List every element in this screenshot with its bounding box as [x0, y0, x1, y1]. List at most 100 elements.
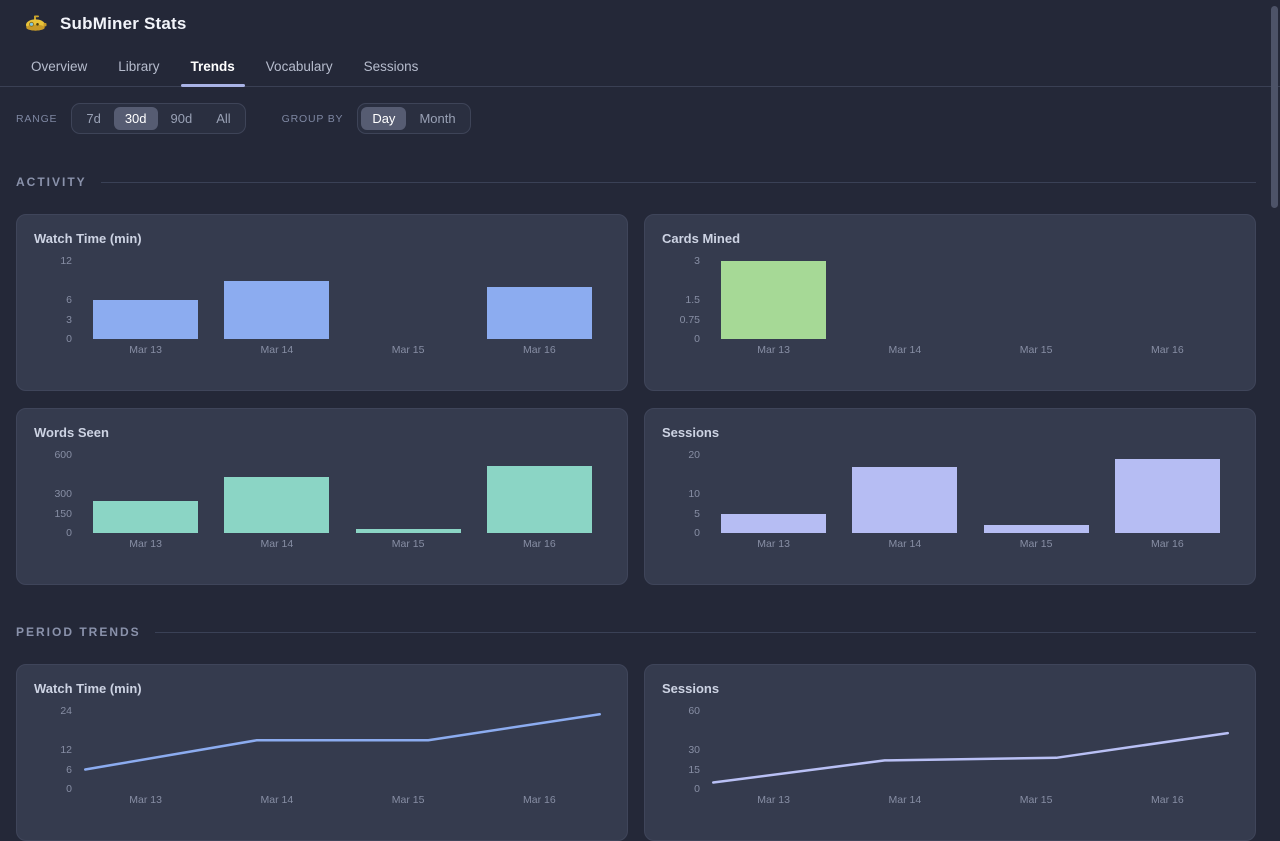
y-axis-tick-label: 12 [60, 744, 72, 756]
chart-plot-area [80, 711, 605, 789]
y-axis-tick-label: 0.75 [679, 313, 700, 326]
section-divider [100, 181, 1256, 183]
section-title-activity: ACTIVITY [16, 175, 87, 189]
x-axis-tick-label: Mar 16 [1151, 344, 1184, 356]
chart-card-cards-mined: Cards Mined 3 1.5 0.75 0 Mar 13 Mar 14 Mar 15 Ma… [644, 214, 1256, 391]
x-axis-tick-label: Mar 14 [260, 794, 294, 806]
y-axis-tick-label: 150 [54, 507, 72, 520]
chart-title: Watch Time (min) [34, 681, 142, 696]
y-axis-tick-label: 0 [694, 783, 700, 795]
active-tab-underline [180, 84, 245, 87]
chart-card-words-seen: Words Seen 600 300 150 0 Mar 13 Mar 14 Mar 15 Ma… [16, 408, 628, 585]
x-axis-tick-label: Mar 15 [391, 538, 425, 550]
x-axis-tick-label: Mar 13 [757, 344, 790, 356]
tab-trends[interactable]: Trends [180, 51, 245, 87]
chart-card-watch-time-min-: Watch Time (min) 12 6 3 0 Mar 13 Mar 14 Mar 15 M… [16, 214, 628, 391]
chart-plot-area [708, 455, 1233, 533]
chart-title: Watch Time (min) [34, 231, 142, 246]
page-title: SubMiner Stats [60, 14, 187, 33]
group-by-segmented-control: Day Month [357, 103, 471, 134]
x-axis-tick-label: Mar 13 [129, 794, 162, 806]
bar-mar-16 [486, 287, 592, 339]
x-axis-tick-label: Mar 14 [888, 794, 922, 806]
segment-option-all[interactable]: All [205, 107, 241, 130]
tab-label: Trends [190, 59, 235, 74]
tab-sessions[interactable]: Sessions [354, 51, 429, 86]
y-axis-tick-label: 20 [688, 449, 700, 461]
x-axis-tick-label: Mar 14 [888, 538, 922, 550]
section-header-period-trends: PERIOD TRENDS [16, 625, 1256, 639]
chart-card-sessions: Sessions 20 10 5 0 Mar 13 Mar 14 Mar 15 Mar 16 [644, 408, 1256, 585]
x-axis-tick-label: Mar 15 [1019, 794, 1053, 806]
chart-title: Sessions [662, 681, 720, 696]
y-axis-tick-label: 24 [60, 705, 72, 717]
y-axis-tick-label: 0 [66, 783, 72, 795]
chart-title: Words Seen [34, 425, 109, 440]
chart-card-sessions: Sessions 60 30 15 0 Mar 13 Mar 14 Mar 15 Mar 16 [644, 664, 1256, 841]
y-axis-tick-label: 3 [66, 313, 72, 326]
bar-mar-14 [224, 477, 330, 533]
y-axis-tick-label: 3 [694, 255, 700, 267]
segment-option-30d[interactable]: 30d [113, 107, 158, 130]
tab-overview[interactable]: Overview [21, 51, 97, 86]
group-by-label: GROUP BY [281, 112, 344, 125]
line-series [708, 711, 1233, 789]
submarine-icon [25, 15, 47, 33]
section-divider [154, 631, 1256, 633]
tab-vocabulary[interactable]: Vocabulary [256, 51, 343, 86]
bar-mar-13 [721, 513, 827, 533]
y-axis-tick-label: 0 [694, 333, 700, 345]
y-axis-tick-label: 10 [688, 488, 700, 500]
y-axis-tick-label: 15 [688, 763, 700, 776]
app-header: SubMiner Stats Overview Library Trends Voca… [0, 0, 1280, 87]
x-axis-tick-label: Mar 15 [391, 344, 425, 356]
y-axis-tick-label: 0 [66, 333, 72, 345]
tab-label: Sessions [363, 59, 419, 74]
activity-chart-grid: Watch Time (min) 12 6 3 0 Mar 13 Mar 14 Mar 15 M… [16, 214, 1256, 585]
line-series [80, 711, 605, 789]
y-axis-tick-label: 6 [66, 763, 72, 776]
y-axis-tick-label: 30 [688, 744, 700, 756]
chart-plot-area [80, 455, 605, 533]
chart-title: Cards Mined [662, 231, 741, 246]
chart-title: Sessions [662, 425, 720, 440]
segment-option-day[interactable]: Day [361, 107, 407, 130]
range-segmented-control: 7d 30d 90d All [71, 103, 246, 134]
y-axis-tick-label: 5 [694, 507, 700, 520]
bar-mar-13 [721, 261, 827, 339]
bar-mar-15 [355, 529, 461, 533]
y-axis-tick-label: 600 [54, 449, 72, 461]
tab-label: Overview [31, 59, 88, 74]
x-axis-tick-label: Mar 16 [1151, 538, 1184, 550]
section-title-period-trends: PERIOD TRENDS [16, 625, 141, 639]
x-axis-tick-label: Mar 13 [757, 538, 790, 550]
segment-option-90d[interactable]: 90d [160, 107, 204, 130]
y-axis-tick-label: 0 [66, 527, 72, 539]
vertical-scrollbar-thumb[interactable] [1271, 6, 1278, 208]
bar-mar-14 [224, 280, 330, 339]
chart-card-watch-time-min-: Watch Time (min) 24 12 6 0 Mar 13 Mar 14 Mar 15… [16, 664, 628, 841]
filter-controls: RANGE 7d 30d 90d All GROUP BY Day Month [16, 103, 1264, 134]
x-axis-tick-label: Mar 13 [757, 794, 790, 806]
segment-option-7d[interactable]: 7d [75, 107, 111, 130]
y-axis-tick-label: 12 [60, 255, 72, 267]
chart-plot-area [80, 261, 605, 339]
tab-library[interactable]: Library [108, 51, 169, 86]
x-axis-tick-label: Mar 15 [391, 794, 425, 806]
brand: SubMiner Stats [0, 14, 1280, 34]
period-trends-chart-grid: Watch Time (min) 24 12 6 0 Mar 13 Mar 14 Mar 15… [16, 664, 1256, 841]
range-label: RANGE [16, 112, 58, 125]
bar-mar-14 [852, 466, 958, 533]
bar-mar-13 [93, 300, 199, 339]
x-axis-tick-label: Mar 14 [260, 538, 294, 550]
y-axis-tick-label: 1.5 [685, 294, 700, 306]
x-axis-tick-label: Mar 14 [888, 344, 922, 356]
x-axis-tick-label: Mar 14 [260, 344, 294, 356]
tab-bar: Overview Library Trends Vocabulary Sessions [0, 51, 1280, 87]
y-axis-tick-label: 0 [694, 527, 700, 539]
bar-mar-16 [486, 466, 592, 533]
chart-plot-area [708, 261, 1233, 339]
segment-option-month[interactable]: Month [408, 107, 466, 130]
x-axis-tick-label: Mar 16 [523, 344, 556, 356]
y-axis-tick-label: 6 [66, 294, 72, 306]
